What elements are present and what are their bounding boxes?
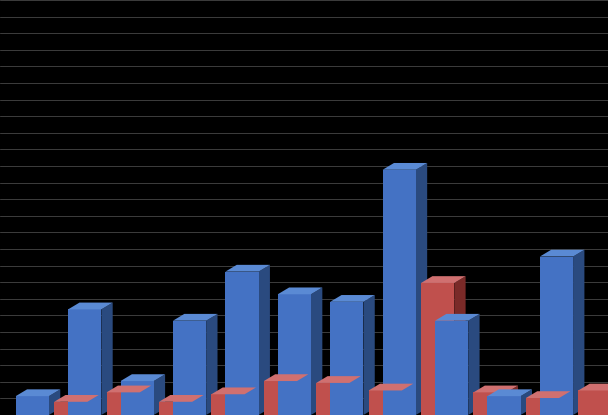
Polygon shape xyxy=(573,250,584,415)
Polygon shape xyxy=(526,391,570,398)
Bar xyxy=(540,256,573,415)
Polygon shape xyxy=(159,395,204,402)
Polygon shape xyxy=(120,374,165,381)
Polygon shape xyxy=(330,295,375,302)
Polygon shape xyxy=(258,265,270,415)
Polygon shape xyxy=(154,374,165,415)
Polygon shape xyxy=(206,314,218,415)
Polygon shape xyxy=(278,288,322,294)
Polygon shape xyxy=(468,314,480,415)
Polygon shape xyxy=(559,391,570,415)
Bar xyxy=(212,394,244,415)
Polygon shape xyxy=(421,276,466,283)
Bar xyxy=(173,321,206,415)
Polygon shape xyxy=(68,303,112,309)
Bar xyxy=(54,402,88,415)
Polygon shape xyxy=(540,250,584,256)
Bar xyxy=(330,302,364,415)
Polygon shape xyxy=(54,395,98,402)
Polygon shape xyxy=(350,376,361,415)
Polygon shape xyxy=(454,276,466,415)
Bar xyxy=(526,398,559,415)
Polygon shape xyxy=(382,163,427,170)
Polygon shape xyxy=(402,384,413,415)
Bar xyxy=(578,391,608,415)
Polygon shape xyxy=(488,389,532,396)
Bar xyxy=(368,391,402,415)
Polygon shape xyxy=(578,384,608,391)
Bar xyxy=(421,283,454,415)
Polygon shape xyxy=(435,314,480,321)
Polygon shape xyxy=(416,163,427,415)
Polygon shape xyxy=(173,314,218,321)
Polygon shape xyxy=(520,389,532,415)
Polygon shape xyxy=(88,395,98,415)
Polygon shape xyxy=(140,386,151,415)
Bar xyxy=(435,321,468,415)
Bar xyxy=(278,294,311,415)
Bar xyxy=(159,402,192,415)
Polygon shape xyxy=(102,303,112,415)
Polygon shape xyxy=(106,386,151,392)
Polygon shape xyxy=(297,374,308,415)
Bar xyxy=(488,396,520,415)
Polygon shape xyxy=(368,384,413,391)
Polygon shape xyxy=(16,389,60,396)
Polygon shape xyxy=(506,386,518,415)
Bar xyxy=(68,309,102,415)
Bar xyxy=(16,396,49,415)
Polygon shape xyxy=(212,388,256,394)
Polygon shape xyxy=(244,388,256,415)
Polygon shape xyxy=(316,376,361,383)
Polygon shape xyxy=(49,389,60,415)
Polygon shape xyxy=(264,374,308,381)
Polygon shape xyxy=(474,386,518,392)
Polygon shape xyxy=(192,395,204,415)
Polygon shape xyxy=(311,288,322,415)
Polygon shape xyxy=(364,295,375,415)
Bar xyxy=(316,383,350,415)
Bar xyxy=(264,381,297,415)
Polygon shape xyxy=(226,265,270,272)
Bar xyxy=(382,170,416,415)
Bar xyxy=(474,392,506,415)
Bar xyxy=(106,392,140,415)
Bar xyxy=(120,381,154,415)
Bar xyxy=(226,272,258,415)
